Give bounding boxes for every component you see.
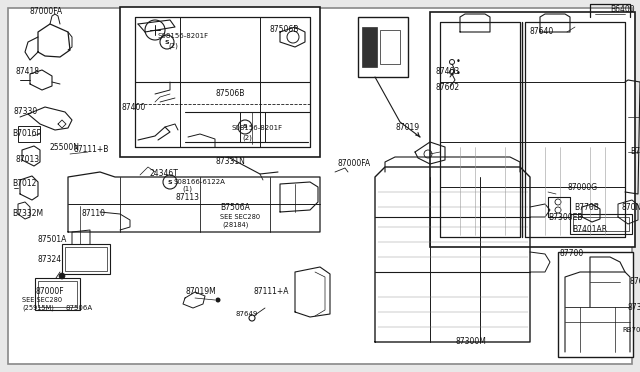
Bar xyxy=(558,252,633,357)
Text: B7332M: B7332M xyxy=(12,209,43,218)
Text: (1): (1) xyxy=(182,186,192,192)
Bar xyxy=(380,30,400,64)
Text: RB7000KL: RB7000KL xyxy=(622,327,640,333)
Text: (28184): (28184) xyxy=(222,222,248,228)
Text: S: S xyxy=(168,180,172,185)
Text: B7016P: B7016P xyxy=(12,129,41,138)
Text: B7300EB: B7300EB xyxy=(548,212,582,221)
Text: B6400: B6400 xyxy=(610,6,635,15)
Text: 87602: 87602 xyxy=(435,83,459,93)
Text: 87111+A: 87111+A xyxy=(253,288,289,296)
Text: 87506B: 87506B xyxy=(215,90,244,99)
Text: 87300M: 87300M xyxy=(455,337,486,346)
Bar xyxy=(18,126,40,142)
Circle shape xyxy=(216,298,221,302)
Text: (25915M): (25915M) xyxy=(22,305,54,311)
Text: 87418: 87418 xyxy=(16,67,40,77)
Text: •: • xyxy=(456,58,461,67)
Text: 87506A: 87506A xyxy=(65,305,92,311)
Text: S: S xyxy=(243,125,247,129)
Text: 87640: 87640 xyxy=(530,28,554,36)
Text: 87013: 87013 xyxy=(16,155,40,164)
Text: 870N6: 870N6 xyxy=(622,202,640,212)
Text: 87111+B: 87111+B xyxy=(74,145,109,154)
Bar xyxy=(362,27,377,67)
Text: 87113: 87113 xyxy=(175,192,199,202)
Text: S08156-8201F: S08156-8201F xyxy=(158,33,209,39)
Text: 25500N: 25500N xyxy=(50,144,80,153)
Text: 87501A: 87501A xyxy=(38,235,67,244)
Text: 87649: 87649 xyxy=(235,311,257,317)
Text: 87000FA: 87000FA xyxy=(30,7,63,16)
Text: 87331N: 87331N xyxy=(215,157,245,167)
Bar xyxy=(573,217,629,231)
Text: 87110: 87110 xyxy=(82,209,106,218)
Circle shape xyxy=(59,273,65,279)
Text: 87330: 87330 xyxy=(14,108,38,116)
Bar xyxy=(430,12,635,247)
Text: B7600N: B7600N xyxy=(630,148,640,157)
Text: 24346T: 24346T xyxy=(150,170,179,179)
Text: 87019M: 87019M xyxy=(185,288,216,296)
Bar xyxy=(570,214,632,234)
Text: 87700: 87700 xyxy=(560,250,584,259)
Bar xyxy=(62,244,110,274)
Text: 87403: 87403 xyxy=(435,67,460,77)
Text: 87000G: 87000G xyxy=(568,183,598,192)
Bar xyxy=(358,17,408,77)
Text: (2): (2) xyxy=(242,135,252,141)
Text: B7401AR: B7401AR xyxy=(572,225,607,234)
Text: B7012: B7012 xyxy=(12,180,36,189)
Text: 87400: 87400 xyxy=(122,103,147,112)
Text: SEE SEC280: SEE SEC280 xyxy=(22,297,62,303)
Text: 87019: 87019 xyxy=(395,122,419,131)
Text: 87506B: 87506B xyxy=(270,26,300,35)
Text: 87300M: 87300M xyxy=(627,302,640,311)
Text: (2): (2) xyxy=(168,43,178,49)
Bar xyxy=(35,278,80,310)
Bar xyxy=(38,281,77,307)
Text: 87000FA: 87000FA xyxy=(338,160,371,169)
Text: B770B: B770B xyxy=(574,202,599,212)
Text: S: S xyxy=(164,39,170,45)
Text: B7506A: B7506A xyxy=(220,202,250,212)
Bar xyxy=(65,247,107,271)
Text: S08166-6122A: S08166-6122A xyxy=(174,179,226,185)
Text: S08156-8201F: S08156-8201F xyxy=(232,125,283,131)
Text: SEE SEC280: SEE SEC280 xyxy=(220,214,260,220)
Bar xyxy=(120,7,320,157)
Text: 87324: 87324 xyxy=(38,256,62,264)
Text: 87000F: 87000F xyxy=(36,288,65,296)
Text: 87600N: 87600N xyxy=(630,278,640,286)
Text: •: • xyxy=(456,70,461,78)
